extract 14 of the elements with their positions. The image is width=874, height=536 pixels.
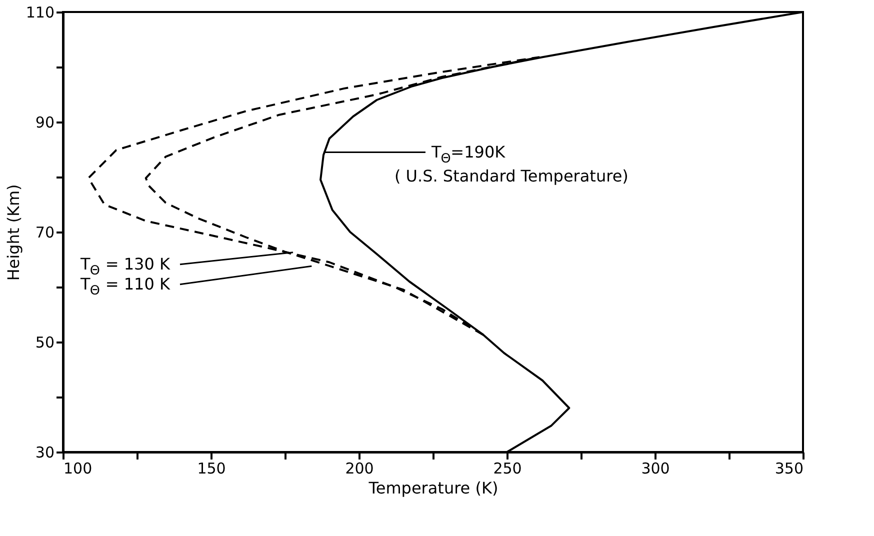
annotation: ( U.S. Standard Temperature) (394, 166, 628, 186)
y-tick-label: 90 (35, 114, 54, 132)
y-tick-label: 50 (35, 334, 54, 352)
y-tick-label: 30 (35, 444, 54, 462)
y-axis-title: Height (Km) (4, 184, 23, 281)
x-tick-label: 200 (345, 460, 374, 478)
y-tick-label: 110 (26, 4, 54, 22)
x-tick-label: 350 (774, 460, 804, 478)
x-axis-title: Temperature (K) (368, 478, 498, 498)
y-tick-label: 70 (35, 224, 54, 242)
x-tick-label: 150 (197, 460, 226, 478)
x-tick-label: 300 (641, 460, 670, 478)
x-tick-label: 250 (493, 460, 522, 478)
x-tick-label: 100 (64, 460, 92, 478)
